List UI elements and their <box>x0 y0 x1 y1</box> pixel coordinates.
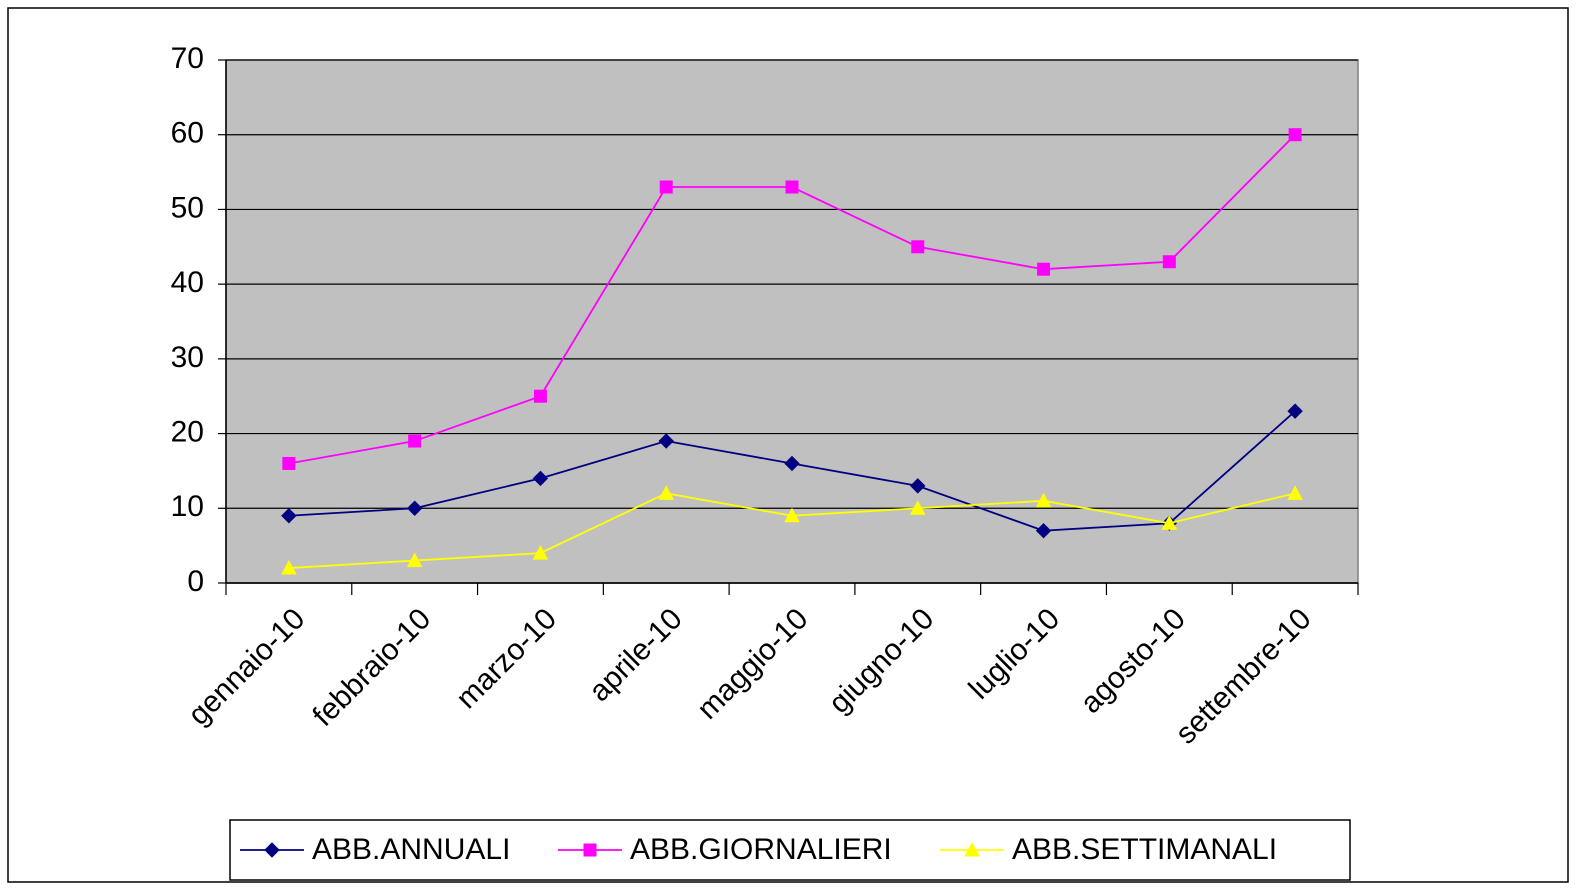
marker <box>406 552 423 568</box>
marker <box>1162 255 1176 269</box>
marker <box>1287 403 1303 419</box>
marker <box>659 180 673 194</box>
y-tick-label: 60 <box>171 117 204 150</box>
marker <box>1035 522 1052 539</box>
marker <box>911 240 925 254</box>
legend-label: ABB.GIORNALIERI <box>630 833 892 866</box>
plot-area <box>225 59 1359 584</box>
marker <box>282 456 296 470</box>
marker <box>909 500 926 515</box>
y-tick-label: 50 <box>171 191 204 224</box>
y-tick-label: 0 <box>187 565 204 598</box>
y-tick-label: 20 <box>171 415 204 448</box>
legend-label: ABB.SETTIMANALI <box>1012 833 1277 866</box>
marker <box>533 389 547 403</box>
marker <box>281 508 297 524</box>
marker <box>532 470 549 487</box>
marker <box>1037 262 1051 276</box>
marker <box>264 842 280 858</box>
marker <box>784 507 800 523</box>
legend <box>229 819 1351 881</box>
marker <box>964 841 980 857</box>
marker <box>658 433 674 449</box>
marker <box>281 560 297 575</box>
marker <box>1161 515 1178 530</box>
marker <box>406 500 423 516</box>
marker <box>408 434 422 448</box>
marker <box>583 843 597 857</box>
y-tick-label: 40 <box>171 266 204 299</box>
marker <box>1288 128 1302 142</box>
marker <box>784 455 800 472</box>
marker <box>658 485 675 500</box>
y-tick-label: 30 <box>171 341 204 374</box>
legend-label: ABB.ANNUALI <box>312 833 510 866</box>
marker <box>1287 485 1303 500</box>
y-tick-label: 10 <box>171 490 204 523</box>
marker <box>910 478 926 494</box>
y-tick-label: 70 <box>171 42 204 75</box>
marker <box>532 545 549 560</box>
marker <box>785 180 799 194</box>
marker <box>1035 492 1052 508</box>
